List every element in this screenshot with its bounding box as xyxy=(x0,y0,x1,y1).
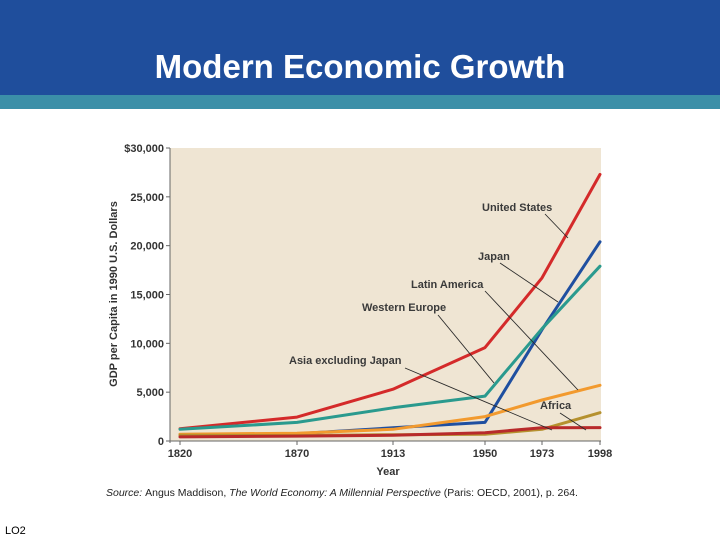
annotation-label-latin-america: Latin America xyxy=(411,279,484,291)
series-line-latin-america xyxy=(178,264,602,431)
slide-title: Modern Economic Growth xyxy=(154,48,566,85)
annotation-leader-western-europe xyxy=(437,314,495,384)
x-tick-label: 1820 xyxy=(168,448,192,460)
y-tick-label: 15,000 xyxy=(130,290,164,302)
annotation-label-united-states: United States xyxy=(482,202,552,214)
annotation-leader-africa xyxy=(559,412,587,431)
source-citation: Source: Angus Maddison, The World Econom… xyxy=(106,487,578,499)
x-tick-label: 1998 xyxy=(588,448,612,460)
source-work: The World Economy: A Millennial Perspect… xyxy=(229,487,441,499)
annotation-leader-united-states xyxy=(544,213,569,239)
y-tick-label: 20,000 xyxy=(130,241,164,253)
annotation-leader-latin-america xyxy=(484,290,579,391)
annotation-label-asia-excluding-japan: Asia excluding Japan xyxy=(289,355,402,367)
x-tick-label: 1913 xyxy=(381,448,405,460)
learning-objective-label: LO2 xyxy=(5,525,26,537)
y-axis-title: GDP per Capita in 1990 U.S. Dollars xyxy=(108,201,120,387)
x-tick-label: 1950 xyxy=(473,448,497,460)
x-tick-label: 1973 xyxy=(530,448,554,460)
title-banner xyxy=(0,0,720,95)
series-line-united-states xyxy=(178,172,602,431)
annotation-label-africa: Africa xyxy=(540,400,572,412)
annotation-label-western-europe: Western Europe xyxy=(362,302,446,314)
y-tick-label: 0 xyxy=(158,436,164,448)
series-line-western-europe xyxy=(178,383,602,436)
series-line-africa xyxy=(178,426,602,439)
x-tick-label: 1870 xyxy=(285,448,309,460)
y-tick-label: 5,000 xyxy=(136,387,164,399)
y-tick-label: 25,000 xyxy=(130,192,164,204)
annotation-leader-asia-excluding-japan xyxy=(404,367,553,431)
y-tick-label: $30,000 xyxy=(124,143,164,155)
source-author: Angus Maddison, xyxy=(145,487,230,499)
source-prefix: Source: xyxy=(106,487,146,499)
y-tick-label: 10,000 xyxy=(130,338,164,350)
source-suffix: (Paris: OECD, 2001), p. 264. xyxy=(440,487,578,499)
annotation-label-japan: Japan xyxy=(478,251,510,263)
annotation-leader-japan xyxy=(499,262,559,303)
title-banner-stripe xyxy=(0,95,720,109)
x-axis-title: Year xyxy=(376,466,400,478)
plot-area xyxy=(170,148,601,441)
